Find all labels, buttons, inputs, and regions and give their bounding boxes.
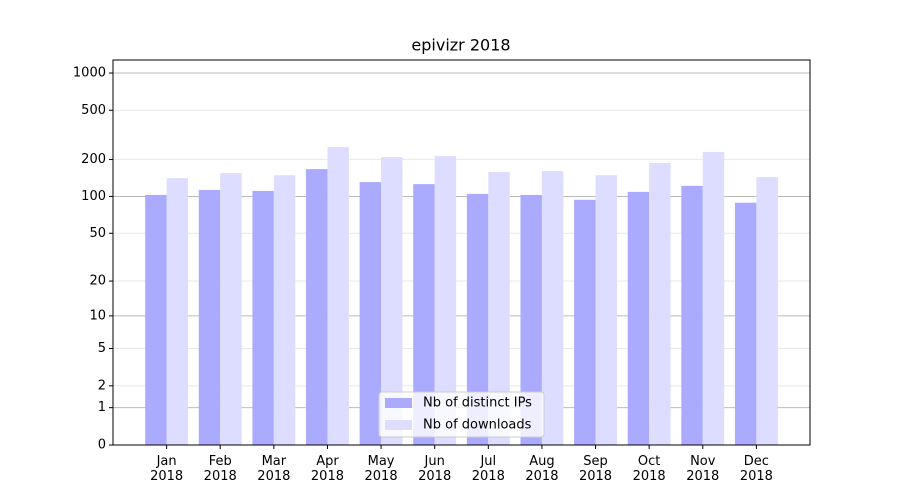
bar [595,175,617,445]
bar [541,171,564,445]
legend-swatch [385,420,412,430]
legend-label: Nb of downloads [423,418,532,433]
bar [574,199,596,445]
x-tick-label: Mar 2018 [257,454,291,484]
x-tick-label: Dec 2018 [739,454,773,484]
y-tick-label: 1 [98,400,106,415]
bar [166,178,189,446]
y-tick-label: 100 [81,189,106,204]
legend-box [378,391,545,438]
bar [756,177,778,445]
x-tick-label: Sep 2018 [578,454,613,484]
bar [252,190,274,445]
bar [627,191,650,445]
y-tick-label: 2 [98,378,106,393]
bar [681,185,703,445]
bar [413,184,435,445]
x-tick-label: Nov 2018 [686,454,720,484]
y-tick-label: 0 [98,438,106,453]
legend-label: Nb of distinct IPs [423,396,532,411]
bar [434,156,457,446]
bar [702,151,725,445]
bar [145,194,167,445]
y-tick-label: 200 [81,152,106,167]
bar [381,157,403,445]
x-tick-label: Jan 2018 [150,454,184,484]
bar [327,147,349,445]
bar [198,189,221,445]
bar [520,194,542,445]
bar [466,193,489,445]
x-tick-label: Apr 2018 [310,454,344,484]
y-tick-label: 20 [89,274,106,289]
y-tick-label: 50 [89,226,106,241]
bar [273,175,296,445]
bar [359,182,382,445]
legend-swatch [385,398,412,408]
y-tick-label: 5 [98,341,106,356]
chart-title: epivizr 2018 [411,36,510,55]
bar [220,173,242,445]
x-tick-label: Jun 2018 [418,454,452,484]
bar [649,163,671,445]
bar [734,202,757,445]
x-tick-label: May 2018 [364,454,398,484]
x-tick-label: Feb 2018 [203,454,237,484]
x-tick-label: Jul 2018 [471,454,505,484]
x-tick-label: Aug 2018 [525,454,559,484]
bar [306,169,328,445]
y-tick-label: 1000 [73,65,106,80]
bar [488,172,510,445]
y-tick-label: 500 [81,103,106,118]
x-tick-label: Oct 2018 [632,454,666,484]
y-tick-label: 10 [89,308,106,323]
plot-frame [112,59,811,446]
